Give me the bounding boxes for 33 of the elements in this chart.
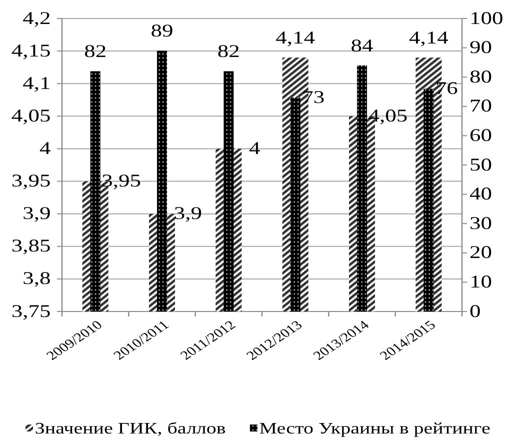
y-tick-label: 3,9	[22, 204, 51, 224]
y-tick-label: 4,2	[22, 8, 51, 28]
y-tick-label: 3,8	[22, 269, 51, 289]
data-label: 84	[350, 36, 374, 56]
data-label: 4	[249, 139, 260, 158]
data-label: 82	[84, 42, 107, 62]
y2-tick-label: 60	[470, 126, 492, 146]
data-label: 4,14	[408, 28, 448, 48]
y-tick-label: 3,85	[11, 236, 51, 256]
y2-tick-label: 40	[470, 184, 492, 204]
y-tick-label: 4,05	[11, 106, 51, 126]
y-tick-label: 4,1	[22, 74, 51, 94]
y-tick-label: 3,95	[11, 172, 51, 191]
data-label: 82	[217, 42, 240, 62]
data-label: 89	[150, 22, 174, 42]
data-label: 4,05	[368, 106, 408, 126]
legend-label: Значение ГИК, баллов	[34, 419, 226, 437]
y2-tick-label: 30	[470, 214, 492, 234]
y2-tick-label: 0	[470, 302, 481, 322]
y2-tick-label: 100	[470, 8, 504, 28]
data-label: 3,95	[102, 172, 142, 191]
y2-tick-label: 50	[470, 155, 492, 175]
y2-tick-label: 90	[470, 38, 492, 58]
y-tick-label: 4,15	[11, 41, 51, 61]
data-label: 4,14	[276, 28, 316, 48]
y2-tick-label: 80	[470, 67, 492, 87]
y-tick-label: 4	[40, 139, 51, 158]
legend-label: Место Украины в рейтинге	[259, 419, 490, 437]
y2-tick-label: 70	[470, 96, 492, 116]
data-label: 3,9	[174, 204, 202, 224]
y-tick-label: 3,75	[11, 302, 51, 322]
y2-tick-label: 10	[470, 272, 492, 292]
y2-tick-label: 20	[470, 243, 492, 263]
